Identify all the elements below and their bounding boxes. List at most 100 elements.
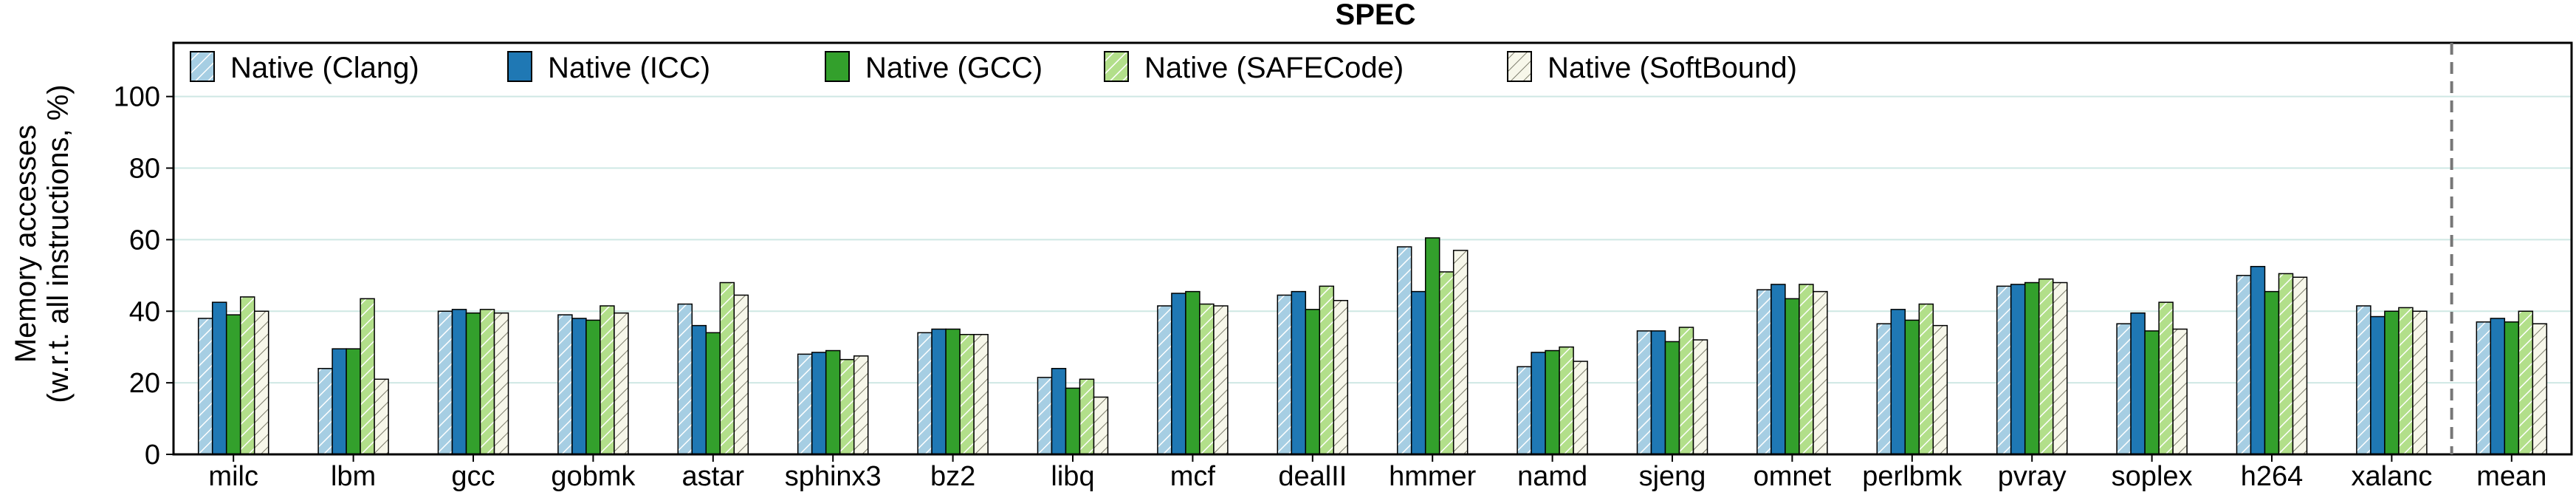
bar-namd-series-3 (1559, 346, 1574, 455)
bar-mean-series-2 (2504, 321, 2520, 455)
bar-milc-series-3 (239, 296, 255, 455)
y-tick-label: 40 (129, 296, 160, 327)
bar-gobmk-series-0 (557, 314, 573, 455)
bar-bz2-series-1 (931, 328, 947, 455)
bar-bz2-series-2 (945, 328, 961, 455)
legend-label-3: Native (SAFECode) (1144, 52, 1404, 84)
x-tick-label-omnet: omnet (1754, 461, 1832, 492)
x-tick-label-gobmk: gobmk (551, 461, 636, 492)
bar-astar-series-2 (705, 332, 721, 455)
legend-label-1: Native (ICC) (548, 52, 710, 84)
gridlines (174, 95, 2572, 384)
axes (172, 41, 2573, 456)
x-tick-label-soplex: soplex (2112, 461, 2193, 492)
bar-pvray-series-2 (2024, 281, 2040, 455)
bar-gobmk-series-3 (600, 305, 615, 455)
bar-xalanc-series-4 (2412, 310, 2428, 455)
bar-xalanc-series-3 (2398, 307, 2414, 455)
x-tick-label-xalanc: xalanc (2351, 461, 2432, 492)
bar-perlbmk-series-1 (1890, 309, 1906, 455)
bar-gobmk-series-2 (585, 319, 601, 455)
y-tick-label: 20 (129, 368, 160, 399)
bar-dealII-series-0 (1277, 294, 1293, 455)
bar-gcc-series-3 (479, 309, 495, 455)
bar-soplex-series-1 (2130, 312, 2146, 455)
bar-sphinx3-series-1 (811, 352, 827, 455)
bar-gcc-series-4 (493, 312, 509, 455)
x-tick-label-bz2: bz2 (930, 461, 975, 492)
bar-perlbmk-series-3 (1918, 303, 1934, 455)
bar-bz2-series-0 (917, 332, 932, 455)
legend-swatch-2 (825, 51, 850, 82)
bar-h264-series-2 (2264, 290, 2280, 455)
bar-astar-series-1 (691, 324, 707, 455)
x-tick-label-pvray: pvray (1998, 461, 2067, 492)
bar-perlbmk-series-0 (1876, 323, 1892, 455)
chart-title: SPEC (1336, 0, 1416, 31)
legend: Native (Clang) Native (ICC) Native (GCC) Na… (190, 51, 1797, 84)
bar-omnet-series-4 (1813, 290, 1828, 455)
x-tick-label-gcc: gcc (451, 461, 495, 492)
bar-perlbmk-series-2 (1904, 319, 1920, 455)
bar-dealII-series-3 (1319, 285, 1335, 455)
bar-mean-series-1 (2490, 318, 2506, 455)
x-axis-ticks: milc lbm gcc gobmk astar sphinx3 bz2 libq mcf dea… (208, 454, 2546, 492)
bar-mcf-series-1 (1171, 293, 1186, 455)
x-tick-label-namd: namd (1517, 461, 1587, 492)
bar-mean-series-4 (2532, 323, 2548, 455)
bar-libq-series-3 (1079, 378, 1095, 455)
bar-omnet-series-3 (1799, 284, 1814, 455)
bar-soplex-series-2 (2144, 330, 2160, 455)
bar-sjeng-series-3 (1678, 327, 1694, 455)
bar-sphinx3-series-0 (797, 353, 813, 455)
bar-astar-series-4 (733, 294, 749, 455)
bar-mean-series-0 (2476, 321, 2492, 455)
bar-lbm-series-3 (360, 298, 375, 455)
x-tick-label-sjeng: sjeng (1639, 461, 1706, 492)
bar-omnet-series-1 (1770, 284, 1786, 455)
bar-mcf-series-4 (1213, 305, 1229, 455)
bar-astar-series-3 (719, 281, 735, 455)
bar-sphinx3-series-4 (853, 355, 869, 455)
bar-dealII-series-4 (1333, 299, 1349, 455)
bar-hmmer-series-3 (1438, 271, 1454, 455)
bar-soplex-series-0 (2116, 323, 2132, 455)
x-tick-label-mcf: mcf (1170, 461, 1216, 492)
bar-sjeng-series-1 (1650, 330, 1666, 455)
bar-namd-series-2 (1545, 349, 1560, 455)
bar-pvray-series-4 (2052, 281, 2068, 455)
bar-omnet-series-0 (1756, 289, 1772, 455)
x-tick-label-hmmer: hmmer (1389, 461, 1477, 492)
bar-astar-series-0 (677, 303, 693, 455)
bar-sjeng-series-4 (1692, 339, 1708, 455)
bar-hmmer-series-0 (1396, 246, 1412, 455)
bar-bz2-series-3 (959, 333, 975, 455)
x-tick-label-libq: libq (1051, 461, 1094, 492)
bar-h264-series-0 (2236, 275, 2252, 455)
bar-omnet-series-2 (1785, 298, 1800, 455)
legend-label-4: Native (SoftBound) (1548, 52, 1797, 84)
bar-h264-series-4 (2292, 276, 2308, 455)
x-tick-label-milc: milc (208, 461, 258, 492)
bar-sjeng-series-2 (1664, 341, 1680, 455)
bar-dealII-series-1 (1291, 290, 1307, 455)
bar-milc-series-1 (211, 301, 227, 455)
bar-dealII-series-2 (1305, 309, 1321, 455)
bar-lbm-series-0 (317, 368, 333, 455)
x-tick-label-h264: h264 (2241, 461, 2304, 492)
bar-xalanc-series-2 (2384, 310, 2400, 455)
bar-hmmer-series-2 (1424, 237, 1440, 455)
bar-lbm-series-4 (374, 378, 389, 455)
y-axis-label: Memory accesses (w.r.t. all instructions… (10, 84, 75, 403)
bar-namd-series-4 (1573, 361, 1588, 455)
y-tick-label: 60 (129, 225, 160, 256)
bar-mcf-series-0 (1157, 305, 1172, 455)
x-tick-label-astar: astar (682, 461, 745, 492)
bar-gcc-series-1 (451, 309, 467, 455)
bar-sjeng-series-0 (1636, 330, 1652, 455)
bar-hmmer-series-1 (1410, 290, 1426, 455)
bar-milc-series-0 (197, 318, 213, 455)
bar-mean-series-3 (2518, 310, 2534, 455)
x-tick-label-dealII: dealII (1278, 461, 1347, 492)
